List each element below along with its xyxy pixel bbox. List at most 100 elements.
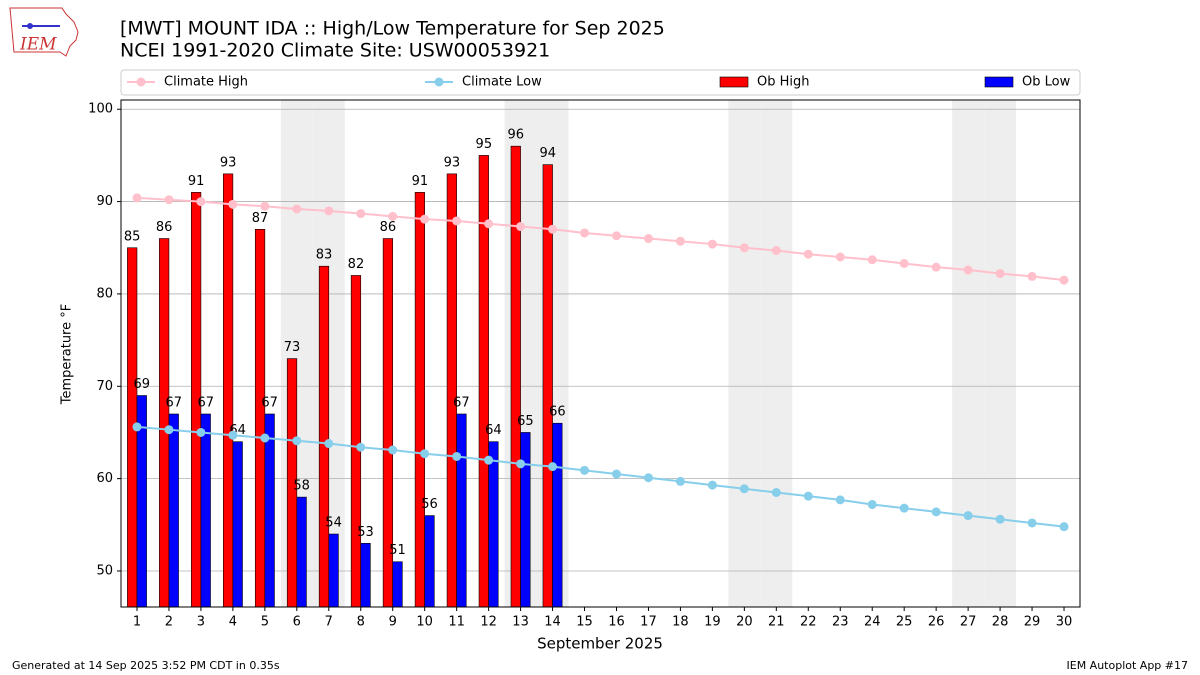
legend-label: Ob High bbox=[757, 75, 810, 90]
line-marker bbox=[867, 499, 877, 509]
bar bbox=[520, 432, 531, 608]
y-tick-label: 90 bbox=[96, 194, 113, 209]
x-tick-label: 20 bbox=[736, 615, 753, 630]
line-marker bbox=[484, 219, 494, 229]
line-marker bbox=[260, 201, 270, 211]
bar bbox=[254, 228, 266, 608]
y-axis-label: Temperature °F bbox=[60, 304, 75, 405]
legend-label: Climate High bbox=[164, 75, 248, 90]
line-marker bbox=[580, 465, 590, 475]
line-marker bbox=[548, 224, 558, 234]
line-marker bbox=[516, 459, 526, 469]
bar-label: 86 bbox=[156, 220, 173, 235]
x-tick-label: 3 bbox=[197, 615, 205, 630]
x-tick-label: 10 bbox=[416, 615, 433, 630]
x-tick-label: 19 bbox=[704, 615, 721, 630]
line-marker bbox=[420, 449, 430, 459]
y-tick-label: 80 bbox=[96, 286, 113, 301]
x-tick-label: 5 bbox=[261, 615, 269, 630]
bar bbox=[552, 422, 563, 608]
x-tick-label: 7 bbox=[325, 615, 333, 630]
bar bbox=[318, 265, 330, 608]
bar bbox=[328, 533, 339, 608]
line-marker bbox=[356, 209, 366, 219]
footer-right: IEM Autoplot App #17 bbox=[1067, 659, 1189, 672]
line-marker bbox=[196, 197, 206, 207]
bar-label: 67 bbox=[165, 395, 182, 410]
bar-label: 91 bbox=[188, 174, 205, 189]
legend-marker bbox=[136, 77, 146, 87]
x-tick-label: 23 bbox=[832, 615, 849, 630]
line-marker bbox=[164, 425, 174, 435]
x-tick-label: 26 bbox=[928, 615, 945, 630]
line-marker bbox=[835, 495, 845, 505]
line-marker bbox=[803, 249, 813, 259]
bar-label: 91 bbox=[412, 174, 429, 189]
line-marker bbox=[452, 216, 462, 226]
bar-label: 67 bbox=[197, 395, 214, 410]
line-marker bbox=[452, 451, 462, 461]
line-marker bbox=[484, 455, 494, 465]
x-tick-label: 8 bbox=[357, 615, 365, 630]
legend-marker bbox=[434, 77, 444, 87]
bar-label: 94 bbox=[539, 146, 556, 161]
bar bbox=[350, 275, 362, 608]
bar-label: 85 bbox=[124, 229, 141, 244]
x-tick-label: 21 bbox=[768, 615, 785, 630]
bar-label: 83 bbox=[316, 248, 333, 263]
line-marker bbox=[899, 258, 909, 268]
x-tick-label: 11 bbox=[448, 615, 465, 630]
bar bbox=[510, 145, 521, 608]
line-marker bbox=[228, 430, 238, 440]
line-marker bbox=[803, 491, 813, 501]
legend-swatch bbox=[719, 76, 749, 88]
bar bbox=[264, 413, 275, 608]
line-marker bbox=[675, 236, 685, 246]
x-tick-label: 12 bbox=[480, 615, 497, 630]
line-marker bbox=[228, 199, 238, 209]
x-tick-label: 6 bbox=[293, 615, 301, 630]
bar-label: 67 bbox=[261, 395, 278, 410]
bar bbox=[222, 173, 234, 608]
line-marker bbox=[1027, 518, 1037, 528]
bar-label: 95 bbox=[476, 137, 493, 152]
line-marker bbox=[292, 436, 302, 446]
x-tick-label: 16 bbox=[608, 615, 625, 630]
line-marker bbox=[1059, 275, 1069, 285]
line-marker bbox=[771, 487, 781, 497]
line-marker bbox=[707, 239, 717, 249]
bar bbox=[232, 441, 243, 608]
bar-label: 93 bbox=[220, 155, 237, 170]
bar-label: 87 bbox=[252, 211, 269, 226]
logo-text: IEM bbox=[19, 35, 57, 55]
bar bbox=[159, 238, 170, 608]
bar-label: 51 bbox=[389, 543, 406, 558]
bar-label: 69 bbox=[134, 377, 151, 392]
weekend-shade bbox=[952, 100, 985, 607]
bar-label: 82 bbox=[348, 257, 365, 272]
legend-swatch bbox=[984, 76, 1014, 88]
line-marker bbox=[356, 442, 366, 452]
line-marker bbox=[132, 422, 142, 432]
weekend-shade bbox=[760, 100, 793, 607]
x-axis-label: September 2025 bbox=[537, 635, 663, 653]
y-tick-label: 100 bbox=[88, 102, 113, 117]
bar-label: 86 bbox=[380, 220, 397, 235]
line-marker bbox=[196, 427, 206, 437]
legend-box bbox=[120, 69, 1081, 96]
line-marker bbox=[132, 193, 142, 203]
line-marker bbox=[931, 262, 941, 272]
bar bbox=[200, 413, 211, 608]
line-marker bbox=[420, 214, 430, 224]
bar bbox=[392, 561, 403, 608]
bar-label: 66 bbox=[549, 405, 566, 420]
line-marker bbox=[643, 473, 653, 483]
y-tick-label: 60 bbox=[96, 471, 113, 486]
line-marker bbox=[771, 246, 781, 256]
weekend-shade bbox=[984, 100, 1017, 607]
x-tick-label: 14 bbox=[544, 615, 561, 630]
bar bbox=[488, 441, 499, 608]
bar-label: 58 bbox=[293, 479, 310, 494]
x-tick-label: 18 bbox=[672, 615, 689, 630]
